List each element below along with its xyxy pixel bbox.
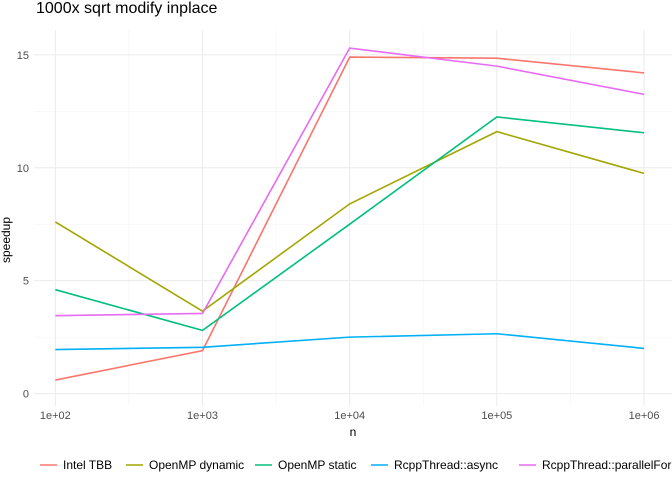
x-tick-label: 1e+03 — [187, 410, 218, 422]
series-line-intel-tbb — [55, 56, 645, 381]
y-tick-label: 0 — [23, 389, 29, 401]
y-axis-title: speedup — [0, 217, 13, 263]
series-line-rcppthread-async — [55, 332, 645, 351]
grid — [34, 30, 672, 406]
legend-label-openmp-dynamic: OpenMP dynamic — [149, 458, 244, 472]
y-tick-label: 10 — [17, 163, 29, 175]
x-tick-labels: 1e+02 1e+03 1e+04 1e+05 1e+06 — [40, 410, 660, 422]
x-tick-label: 1e+04 — [334, 410, 365, 422]
x-tick-label: 1e+02 — [40, 410, 71, 422]
y-tick-label: 5 — [23, 276, 29, 288]
series-lines — [54, 47, 645, 381]
y-tick-label: 15 — [17, 50, 29, 62]
series-line-openmp-static — [55, 116, 645, 332]
series-line-rcppthread-parallelfor — [55, 47, 645, 317]
series-line-openmp-dynamic — [54, 130, 645, 313]
x-axis-title: n — [350, 425, 357, 439]
legend-label-rcppthread-parallelfor: RcppThread::parallelFor — [542, 458, 671, 472]
legend-label-openmp-static: OpenMP static — [278, 458, 356, 472]
legend: Intel TBB OpenMP dynamic OpenMP static Rcpp… — [40, 458, 671, 472]
legend-label-intel-tbb: Intel TBB — [63, 458, 112, 472]
y-tick-labels: 0 5 10 15 — [17, 50, 29, 401]
x-tick-label: 1e+05 — [481, 410, 512, 422]
x-tick-label: 1e+06 — [629, 410, 660, 422]
chart-title: 1000x sqrt modify inplace — [36, 0, 218, 17]
legend-label-rcppthread-async: RcppThread::async — [394, 458, 498, 472]
